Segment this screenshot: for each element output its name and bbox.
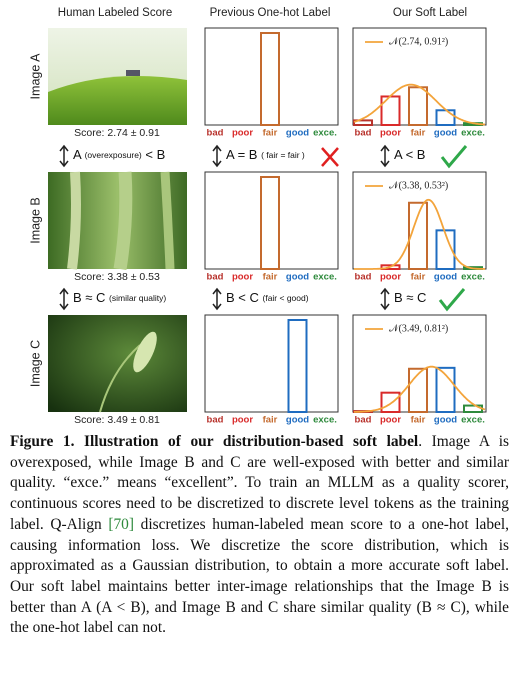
comparison: B < C (fair < good) xyxy=(226,290,309,305)
caption-label: Figure 1. xyxy=(10,433,75,450)
category-label: poor xyxy=(380,128,401,139)
chart-frame xyxy=(204,314,339,413)
category-label: fair xyxy=(263,128,278,139)
comparison-left: A < B xyxy=(394,147,425,162)
image-label: Image B xyxy=(28,197,42,244)
category-label: poor xyxy=(232,415,253,425)
caption-text: discretizes human-labeled mean score to … xyxy=(10,515,509,637)
icons xyxy=(59,144,468,312)
caption: Figure 1. Illustration of our distributi… xyxy=(10,432,509,639)
category-label: bad xyxy=(207,415,224,425)
bar xyxy=(353,119,373,127)
legend-text: 𝒩(3.38, 0.53²) xyxy=(389,180,448,191)
category-label: bad xyxy=(355,128,372,139)
category-label: fair xyxy=(411,272,426,283)
legend-text: 𝒩(3.49, 0.81²) xyxy=(389,323,448,334)
category-label: fair xyxy=(411,128,426,139)
figure: Human Labeled Score Previous One-hot Labe… xyxy=(28,7,487,425)
category-label: poor xyxy=(232,272,253,283)
image-label: Image A xyxy=(28,53,42,100)
bar xyxy=(435,366,456,413)
caption-title: Illustration of our distribution-based s… xyxy=(84,433,419,450)
bar xyxy=(435,229,456,270)
legend-text: 𝒩(2.74, 0.91²) xyxy=(389,36,448,47)
category-label: good xyxy=(434,272,457,283)
caption-ref[interactable]: [70] xyxy=(108,515,135,533)
score-label: Score: 2.74 ± 0.91 xyxy=(74,127,160,139)
column-header: Human Labeled Score xyxy=(58,7,172,19)
category-label: fair xyxy=(263,272,278,283)
comparison: B ≈ C (similar quality) xyxy=(73,290,166,305)
gaussian-curve xyxy=(353,83,486,126)
category-label: exce. xyxy=(313,415,337,425)
bar xyxy=(435,109,456,126)
comparison-left: B ≈ C xyxy=(394,290,426,305)
image-a xyxy=(48,28,187,125)
chart-frame xyxy=(204,171,339,270)
category-label: good xyxy=(434,415,457,425)
category-label: good xyxy=(434,128,457,139)
column-header: Previous One-hot Label xyxy=(210,7,331,19)
bar xyxy=(408,201,428,270)
category-label: bad xyxy=(207,128,224,139)
category-label: bad xyxy=(355,415,372,425)
bar xyxy=(287,319,308,413)
category-label: poor xyxy=(232,128,253,139)
category-label: good xyxy=(286,415,309,425)
caption-text: . Image A is overexposed, while Image B … xyxy=(10,433,509,533)
image-b xyxy=(48,171,187,271)
comparison-note: (similar quality) xyxy=(109,293,166,303)
bar xyxy=(380,95,401,127)
bar xyxy=(408,367,428,414)
category-label: exce. xyxy=(461,415,485,425)
category-label: poor xyxy=(380,272,401,283)
column-header: Our Soft Label xyxy=(393,7,467,19)
bar xyxy=(260,32,280,126)
image-c xyxy=(48,315,187,413)
comparison-left: B < C xyxy=(226,290,259,305)
category-label: fair xyxy=(411,415,426,425)
bar xyxy=(380,264,401,271)
bar xyxy=(260,176,280,270)
comparison-note: (overexposure) xyxy=(85,150,142,160)
image-label: Image C xyxy=(28,340,42,387)
score-label: Score: 3.38 ± 0.53 xyxy=(74,271,160,283)
comparison: A (overexposure) < B xyxy=(73,147,165,162)
gaussian-curve xyxy=(354,198,485,270)
comparison-note: ( fair = fair ) xyxy=(261,150,305,160)
category-label: exce. xyxy=(461,272,485,283)
category-label: bad xyxy=(355,272,372,283)
chart-frame xyxy=(204,27,339,126)
score-label: Score: 3.49 ± 0.81 xyxy=(74,414,160,425)
comparison: A < B xyxy=(394,147,425,162)
comparison-left: A xyxy=(73,147,82,162)
gaussian-curve xyxy=(354,365,486,413)
category-label: exce. xyxy=(461,128,485,139)
comparison-right: < B xyxy=(145,147,165,162)
bar xyxy=(380,391,401,413)
comparison: B ≈ C xyxy=(394,290,426,305)
category-label: poor xyxy=(380,415,401,425)
category-label: good xyxy=(286,128,309,139)
comparison-left: B ≈ C xyxy=(73,290,105,305)
category-label: good xyxy=(286,272,309,283)
category-label: bad xyxy=(207,272,224,283)
comparison: A = B ( fair = fair ) xyxy=(226,147,305,162)
comparison-left: A = B xyxy=(226,147,257,162)
bar xyxy=(408,86,428,126)
category-label: exce. xyxy=(313,272,337,283)
category-label: exce. xyxy=(313,128,337,139)
comparison-note: (fair < good) xyxy=(263,293,309,303)
category-label: fair xyxy=(263,415,278,425)
